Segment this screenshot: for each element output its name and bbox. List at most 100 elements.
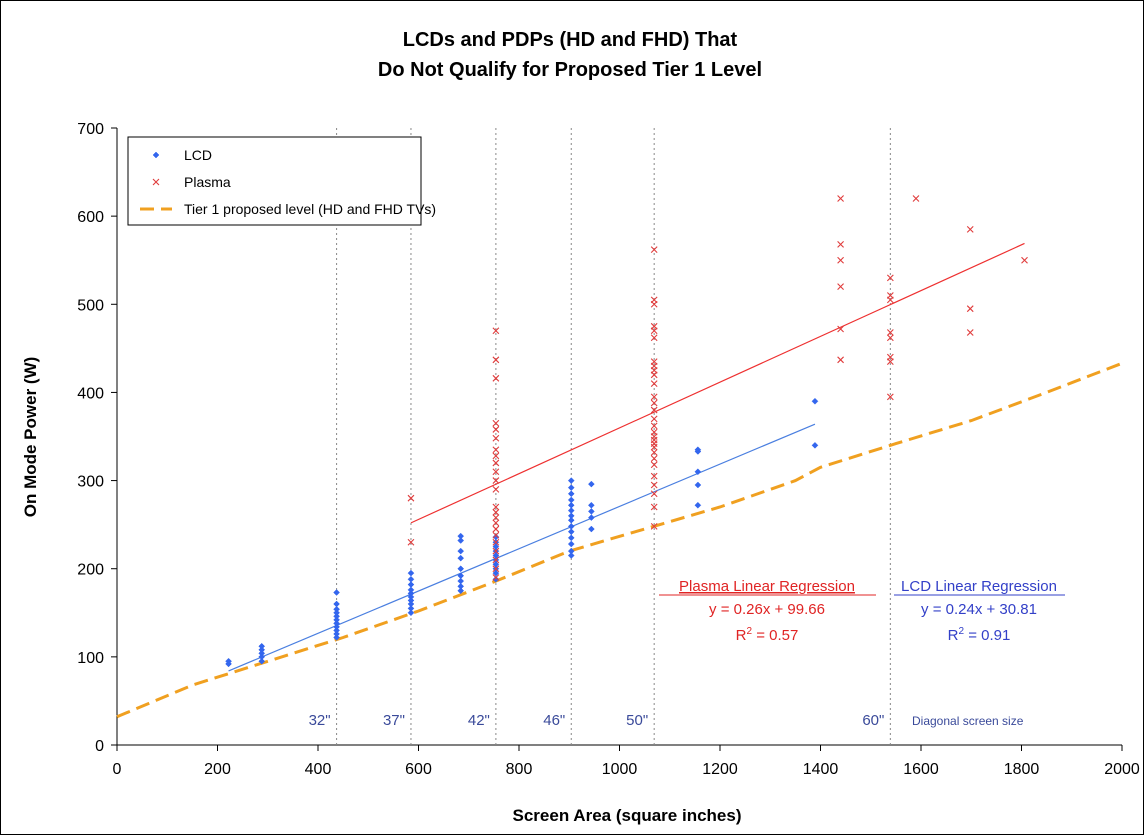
plasma-point	[837, 325, 844, 333]
lcd-point	[407, 600, 415, 608]
plasma-point	[650, 455, 658, 462]
plasma-point	[492, 519, 500, 527]
y-tick-label: 200	[77, 562, 104, 579]
plasma-point	[650, 406, 658, 414]
legend-lcd-marker	[152, 151, 160, 159]
plasma-point	[492, 374, 500, 382]
regression-lines	[228, 242, 1025, 672]
lcd-point	[567, 490, 575, 498]
lcd-point	[333, 634, 340, 641]
lcd-point	[811, 397, 819, 405]
plasma-point	[650, 246, 658, 254]
plasma-point	[886, 274, 894, 282]
lcd-reg-r2: R2 = 0.91	[948, 626, 1011, 644]
lcd-point	[333, 620, 340, 627]
y-tick-label: 700	[77, 121, 104, 138]
plasma-point	[492, 531, 500, 539]
lcd-point	[407, 597, 415, 604]
lcd-point	[457, 572, 465, 580]
y-tick-label: 500	[77, 297, 104, 314]
plasma-point	[492, 426, 500, 433]
screen-size-labels: 32" 37" 42" 46" 50" 60"	[309, 712, 885, 729]
screen-size-label: 50"	[626, 712, 648, 729]
lcd-point	[407, 609, 415, 617]
plasma-point	[492, 485, 500, 493]
plasma-point	[837, 256, 844, 264]
plasma-point	[492, 514, 500, 521]
lcd-point	[567, 501, 575, 509]
screen-size-label: 37"	[383, 712, 405, 729]
plasma-point	[1021, 256, 1028, 264]
lcd-point	[588, 514, 595, 521]
plasma-reg-equation: y = 0.26x + 99.66	[709, 601, 825, 618]
lcd-point	[333, 605, 340, 613]
screen-size-label: 60"	[862, 712, 884, 729]
lcd-point	[567, 512, 575, 520]
lcd-point	[225, 657, 232, 665]
lcd-point	[492, 543, 500, 551]
plasma-point	[837, 356, 844, 364]
plasma-point	[650, 503, 658, 511]
plasma-r2-exp: 2	[746, 626, 752, 637]
legend-box	[127, 136, 422, 226]
x-tick-label: 400	[305, 761, 332, 778]
plasma-point	[966, 329, 974, 336]
lcd-point	[333, 600, 340, 608]
lcd-point	[567, 547, 575, 555]
lcd-point	[407, 586, 415, 594]
plasma-reg-r2: R2 = 0.57	[736, 626, 799, 644]
y-tick-label: 100	[77, 650, 104, 667]
lcd-point	[258, 642, 266, 650]
x-tick-label: 1200	[702, 761, 738, 778]
legend: LCD Plasma Tier 1 proposed level (HD and…	[127, 136, 436, 226]
lcd-point	[333, 609, 340, 617]
lcd-point	[457, 582, 465, 590]
chart-subtitle: Do Not Qualify for Proposed Tier 1 Level	[378, 59, 762, 81]
lcd-point	[457, 537, 465, 544]
plasma-points	[407, 195, 1028, 581]
legend-tier1-label: Tier 1 proposed level (HD and FHD TVs)	[184, 201, 436, 217]
plasma-point	[886, 393, 894, 401]
plasma-point	[492, 468, 500, 476]
plasma-point	[650, 461, 658, 469]
lcd-point	[588, 501, 595, 509]
plasma-point	[650, 448, 658, 456]
lcd-point	[588, 525, 595, 533]
lcd-point	[258, 649, 266, 657]
plasma-point	[650, 415, 658, 423]
plasma-point	[650, 523, 658, 530]
lcd-point	[694, 446, 702, 454]
lcd-point	[407, 575, 415, 583]
lcd-point	[694, 468, 702, 476]
lcd-point	[258, 653, 266, 661]
y-tick-label: 600	[77, 209, 104, 226]
plasma-point	[650, 490, 658, 498]
x-tick-label: 0	[113, 761, 122, 778]
plasma-r2-value: = 0.57	[752, 627, 798, 644]
lcd-point	[492, 533, 500, 541]
lcd-point	[567, 528, 575, 536]
plasma-point	[650, 472, 658, 480]
plasma-point	[650, 428, 658, 436]
lcd-point	[407, 581, 415, 588]
lcd-point	[492, 560, 500, 568]
plasma-point	[492, 477, 500, 484]
lcd-regression-line	[228, 423, 816, 672]
lcd-point	[333, 612, 340, 620]
lcd-point	[457, 554, 465, 562]
lcd-point	[567, 534, 575, 542]
screen-size-label: 46"	[543, 712, 565, 729]
x-tick-label: 2000	[1104, 761, 1140, 778]
lcd-point	[407, 605, 415, 612]
lcd-point	[407, 569, 415, 577]
lcd-point	[457, 577, 465, 585]
plasma-point	[492, 356, 500, 364]
lcd-reg-equation: y = 0.24x + 30.81	[921, 601, 1037, 618]
legend-lcd-diamond	[152, 151, 160, 159]
lcd-point	[492, 575, 500, 583]
plasma-point	[650, 399, 658, 407]
plasma-point	[650, 380, 658, 388]
